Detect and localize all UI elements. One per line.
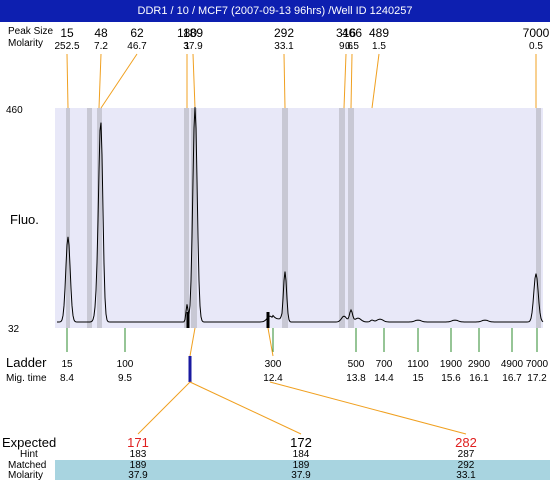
marker-band-1 bbox=[87, 108, 92, 328]
ladder-mig-time-4: 14.4 bbox=[374, 373, 394, 384]
selected-connector bbox=[189, 327, 196, 357]
hint-label: Hint bbox=[20, 449, 38, 460]
marker-band-2 bbox=[97, 108, 102, 328]
peak-size-value-5: 292 bbox=[274, 26, 294, 40]
ladder-size-3: 500 bbox=[348, 359, 365, 370]
ladder-300-connector bbox=[267, 327, 274, 357]
ladder-size-6: 1900 bbox=[440, 359, 463, 370]
marker-band-8 bbox=[536, 108, 541, 328]
ladder-mig-time-2: 12.4 bbox=[263, 373, 283, 384]
expected-value-2: 282 bbox=[455, 435, 477, 450]
ladder-mig-time-9: 17.2 bbox=[527, 373, 547, 384]
y-tick-bottom: 32 bbox=[8, 324, 20, 335]
ladder-size-9: 7000 bbox=[526, 359, 549, 370]
molarity-value-1: 37.9 bbox=[291, 470, 311, 480]
matched-row-highlight bbox=[55, 460, 550, 480]
marker-band-7 bbox=[348, 108, 354, 328]
molarity-value-0: 37.9 bbox=[128, 470, 148, 480]
hint-value-1: 184 bbox=[293, 449, 310, 460]
matched-label: Matched bbox=[8, 460, 46, 471]
peak-molarity-value-9: 0.5 bbox=[529, 41, 543, 52]
expected-connector-1 bbox=[189, 381, 302, 435]
peak-molarity-value-6: 9.6 bbox=[339, 41, 353, 52]
ladder-size-0: 15 bbox=[61, 359, 73, 370]
peak-connector-1 bbox=[98, 53, 102, 109]
peak-size-value-2: 62 bbox=[130, 26, 144, 40]
fluorescence-trace bbox=[57, 106, 544, 323]
peak-connector-6 bbox=[343, 53, 347, 109]
expected-connector-2 bbox=[269, 381, 467, 435]
window-title: DDR1 / 10 / MCF7 (2007-09-13 96hrs) /Wel… bbox=[0, 0, 550, 22]
marker-band-3 bbox=[184, 108, 189, 328]
plot-area bbox=[55, 108, 543, 328]
ladder-mig-time-7: 16.1 bbox=[469, 373, 489, 384]
expected-connector-0 bbox=[137, 381, 191, 435]
mig-time-label: Mig. time bbox=[6, 373, 47, 384]
ladder-size-8: 4900 bbox=[501, 359, 524, 370]
peak-size-value-0: 15 bbox=[60, 26, 74, 40]
ladder-size-2: 300 bbox=[265, 359, 282, 370]
peak-size-value-9: 7000 bbox=[523, 26, 550, 40]
expected-value-1: 172 bbox=[290, 435, 312, 450]
peak-size-label: Peak Size bbox=[8, 26, 53, 37]
y-tick-top: 460 bbox=[6, 105, 23, 116]
peak-connector-4 bbox=[192, 53, 196, 109]
peak-molarity-value-5: 33.1 bbox=[274, 41, 294, 52]
peak-molarity-value-1: 7.2 bbox=[94, 41, 108, 52]
molarity-label: Molarity bbox=[8, 38, 43, 49]
matched-value-1: 189 bbox=[293, 460, 310, 471]
peak-connector-8 bbox=[371, 53, 380, 109]
molarity-bottom-label: Molarity bbox=[8, 470, 43, 480]
peak-size-value-3: 180 bbox=[177, 26, 197, 40]
molarity-value-2: 33.1 bbox=[456, 470, 476, 480]
peak-molarity-value-2: 46.7 bbox=[127, 41, 147, 52]
peak-molarity-value-4: 37.9 bbox=[183, 41, 203, 52]
ladder-mig-time-8: 16.7 bbox=[502, 373, 522, 384]
matched-value-2: 292 bbox=[458, 460, 475, 471]
hint-value-0: 183 bbox=[130, 449, 147, 460]
ladder-label: Ladder bbox=[6, 355, 47, 370]
ladder-size-4: 700 bbox=[376, 359, 393, 370]
ladder-mig-time-3: 13.8 bbox=[346, 373, 366, 384]
peak-connector-2 bbox=[100, 53, 138, 109]
ladder-size-5: 1100 bbox=[407, 359, 429, 370]
y-axis-label: Fluo. bbox=[10, 212, 39, 227]
peak-size-value-7: 466 bbox=[342, 26, 362, 40]
ladder-mig-time-0: 8.4 bbox=[60, 373, 74, 384]
peak-size-value-1: 48 bbox=[94, 26, 108, 40]
peak-molarity-value-7: 0.5 bbox=[345, 41, 359, 52]
peak-size-value-4: 189 bbox=[183, 26, 203, 40]
matched-value-0: 189 bbox=[130, 460, 147, 471]
marker-band-4 bbox=[191, 108, 197, 328]
peak-molarity-value-0: 252.5 bbox=[54, 41, 79, 52]
ladder-mig-time-1: 9.5 bbox=[118, 373, 132, 384]
peak-size-value-8: 489 bbox=[369, 26, 389, 40]
marker-band-5 bbox=[282, 108, 288, 328]
peak-connector-0 bbox=[66, 53, 69, 109]
ladder-mig-time-6: 15.6 bbox=[441, 373, 461, 384]
peak-size-value-6: 316 bbox=[336, 26, 356, 40]
marker-band-6 bbox=[339, 108, 345, 328]
hint-value-2: 287 bbox=[458, 449, 475, 460]
peak-molarity-value-3: 1 bbox=[184, 41, 190, 52]
peak-connector-7 bbox=[350, 53, 353, 109]
expected-label: Expected bbox=[2, 435, 56, 450]
peak-molarity-value-8: 1.5 bbox=[372, 41, 386, 52]
ladder-size-1: 100 bbox=[117, 359, 134, 370]
ladder-mig-time-5: 15 bbox=[412, 373, 424, 384]
marker-band-0 bbox=[66, 108, 70, 328]
ladder-size-7: 2900 bbox=[468, 359, 491, 370]
expected-value-0: 171 bbox=[127, 435, 149, 450]
peak-connector-5 bbox=[283, 53, 286, 109]
